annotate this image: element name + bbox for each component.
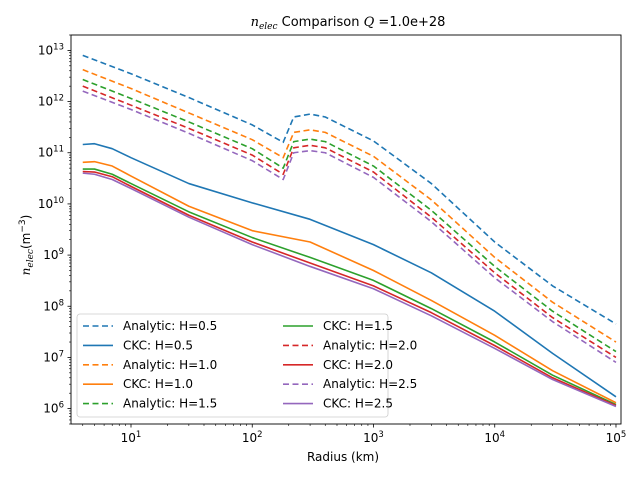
legend-label: Analytic: H=2.0 bbox=[323, 338, 417, 352]
axes-frame bbox=[70, 34, 622, 425]
legend-label: Analytic: H=0.5 bbox=[123, 319, 217, 333]
chart-title: nelec Comparison Q =1.0e+28 bbox=[251, 15, 446, 32]
series-line-2 bbox=[82, 142, 617, 398]
legend-label: CKC: H=2.0 bbox=[323, 358, 393, 372]
legend-label: Analytic: H=1.5 bbox=[123, 397, 217, 411]
series-line-7 bbox=[82, 85, 617, 359]
series-line-10 bbox=[82, 172, 617, 408]
legend-label: CKC: H=1.0 bbox=[123, 377, 193, 391]
y-tick-label: 1011 bbox=[38, 145, 64, 160]
y-tick-label: 108 bbox=[43, 298, 64, 313]
y-tick-label: 1010 bbox=[38, 196, 64, 211]
legend-label: CKC: H=0.5 bbox=[123, 338, 193, 352]
y-tick-label: 1013 bbox=[38, 42, 64, 57]
y-tick-label: 106 bbox=[43, 401, 64, 416]
legend-label: Analytic: H=1.0 bbox=[123, 358, 217, 372]
x-tick-label: 101 bbox=[121, 430, 142, 445]
x-axis: 101 102 103 104 105 bbox=[82, 424, 627, 445]
series-line-3 bbox=[82, 68, 617, 343]
y-tick-label: 107 bbox=[43, 349, 64, 364]
x-axis-label: Radius (km) bbox=[307, 450, 379, 464]
legend-label: Analytic: H=2.5 bbox=[323, 377, 417, 391]
plot-area bbox=[82, 54, 617, 408]
legend: Analytic: H=0.5 CKC: H=0.5 Analytic: H=1.0… bbox=[76, 313, 417, 418]
x-tick-label: 105 bbox=[606, 430, 627, 445]
y-axis-label: nelec(m−3) bbox=[18, 215, 36, 276]
x-tick-label: 104 bbox=[484, 430, 505, 445]
legend-box bbox=[76, 313, 389, 418]
legend-label: CKC: H=1.5 bbox=[323, 319, 393, 333]
x-tick-label: 103 bbox=[363, 430, 384, 445]
series-line-1 bbox=[82, 54, 617, 325]
series-line-5 bbox=[82, 78, 617, 353]
series-line-9 bbox=[82, 90, 617, 364]
series-line-6 bbox=[82, 168, 617, 406]
y-tick-label: 109 bbox=[43, 247, 64, 262]
legend-label: CKC: H=2.5 bbox=[323, 397, 393, 411]
y-axis: 106 107 108 109 1010 1011 1012 1013 bbox=[38, 34, 71, 425]
series-line-4 bbox=[82, 160, 617, 404]
x-tick-label: 102 bbox=[242, 430, 263, 445]
series-line-8 bbox=[82, 170, 617, 407]
y-tick-label: 1012 bbox=[38, 94, 64, 109]
